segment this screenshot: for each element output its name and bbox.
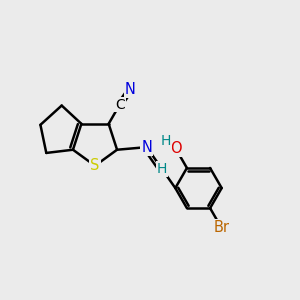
Text: H: H: [161, 134, 172, 148]
Text: O: O: [170, 141, 182, 156]
Text: S: S: [90, 158, 100, 173]
Text: Br: Br: [213, 220, 229, 235]
Text: N: N: [125, 82, 136, 97]
Text: C: C: [115, 98, 125, 112]
Text: N: N: [141, 140, 152, 154]
Text: H: H: [157, 162, 167, 176]
